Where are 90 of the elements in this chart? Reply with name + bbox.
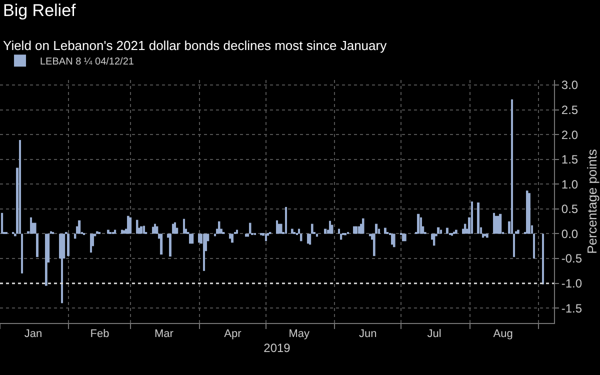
- bar: [338, 228, 340, 234]
- bar: [231, 234, 234, 243]
- x-tick-label: Apr: [224, 328, 242, 340]
- bar: [404, 234, 406, 242]
- y-tick-label: -0.5: [561, 252, 582, 266]
- bar: [355, 226, 358, 234]
- bar: [511, 99, 513, 234]
- bar: [393, 234, 396, 248]
- bar: [265, 234, 267, 242]
- bar: [471, 202, 473, 234]
- chart-title: Big Relief: [3, 0, 76, 20]
- bar: [362, 218, 364, 234]
- bar: [90, 234, 92, 253]
- y-tick-label: -1.0: [561, 276, 582, 291]
- bar: [384, 228, 386, 234]
- bar: [78, 220, 81, 234]
- bar: [174, 222, 176, 234]
- bar: [446, 228, 448, 234]
- bar: [307, 234, 309, 244]
- y-tick-label: 3.0: [561, 78, 578, 92]
- bar: [484, 234, 486, 236]
- chart-subtitle: Yield on Lebanon's 2021 dollar bonds declines most since January: [3, 38, 388, 53]
- bar: [316, 234, 318, 237]
- x-tick-label: Jul: [427, 328, 442, 340]
- bar: [154, 224, 156, 234]
- bar: [477, 202, 480, 234]
- y-tick-label: 0.0: [561, 226, 578, 241]
- bar: [300, 234, 302, 242]
- bar: [311, 224, 314, 234]
- bar: [74, 234, 76, 239]
- y-tick-label: 1.5: [561, 152, 578, 167]
- bar: [280, 224, 282, 234]
- bar: [291, 228, 294, 234]
- bar: [309, 234, 312, 245]
- bar: [285, 206, 287, 234]
- bar: [437, 227, 440, 234]
- bar: [329, 220, 332, 234]
- bar: [67, 234, 70, 256]
- bar: [358, 226, 360, 234]
- bar: [30, 217, 32, 234]
- bar: [183, 218, 185, 234]
- bar: [451, 233, 453, 236]
- bar: [499, 214, 502, 234]
- x-tick-label: May: [288, 328, 310, 340]
- bar: [203, 234, 205, 271]
- bar: [278, 224, 280, 234]
- bar: [402, 234, 404, 242]
- bar: [152, 226, 154, 234]
- bar: [486, 234, 488, 238]
- bar: [19, 140, 21, 234]
- x-tick-label: Jun: [358, 328, 377, 340]
- bar: [298, 228, 300, 234]
- bar: [61, 234, 63, 304]
- bar: [1, 212, 4, 234]
- x-tick-label: Feb: [90, 328, 110, 340]
- bar: [542, 234, 544, 284]
- bar: [276, 220, 278, 234]
- bar: [482, 234, 484, 238]
- y-tick-label: 1.0: [561, 177, 578, 192]
- bar: [533, 234, 535, 259]
- bar: [21, 234, 23, 274]
- y-tick-label: 2.5: [561, 102, 578, 117]
- bar: [172, 224, 174, 234]
- bar: [191, 234, 194, 244]
- bar: [340, 234, 342, 240]
- bar: [129, 217, 132, 234]
- bar: [513, 234, 515, 258]
- x-tick-label: Mar: [154, 328, 174, 340]
- x-axis-title: 2019: [264, 341, 291, 356]
- y-tick-label: 2.0: [561, 128, 578, 142]
- bar: [247, 234, 250, 237]
- bar: [45, 234, 48, 286]
- bar: [169, 234, 172, 257]
- bar: [245, 234, 247, 237]
- legend-label: LEBAN 8 ¼ 04/12/21: [40, 56, 134, 68]
- x-tick-label: Jan: [24, 328, 42, 340]
- bar: [160, 234, 163, 255]
- bar: [528, 193, 530, 234]
- bar: [420, 217, 422, 234]
- bar: [417, 214, 420, 234]
- bar: [143, 226, 145, 234]
- bar: [369, 234, 371, 236]
- y-tick-label: -1.5: [561, 301, 582, 316]
- bar: [214, 234, 216, 236]
- y-axis-title: Percentage points: [584, 148, 600, 254]
- bar: [433, 234, 436, 246]
- x-tick-label: Aug: [493, 328, 513, 340]
- y-tick-label: 0.5: [561, 202, 578, 216]
- bar: [391, 234, 394, 245]
- bar: [493, 212, 495, 234]
